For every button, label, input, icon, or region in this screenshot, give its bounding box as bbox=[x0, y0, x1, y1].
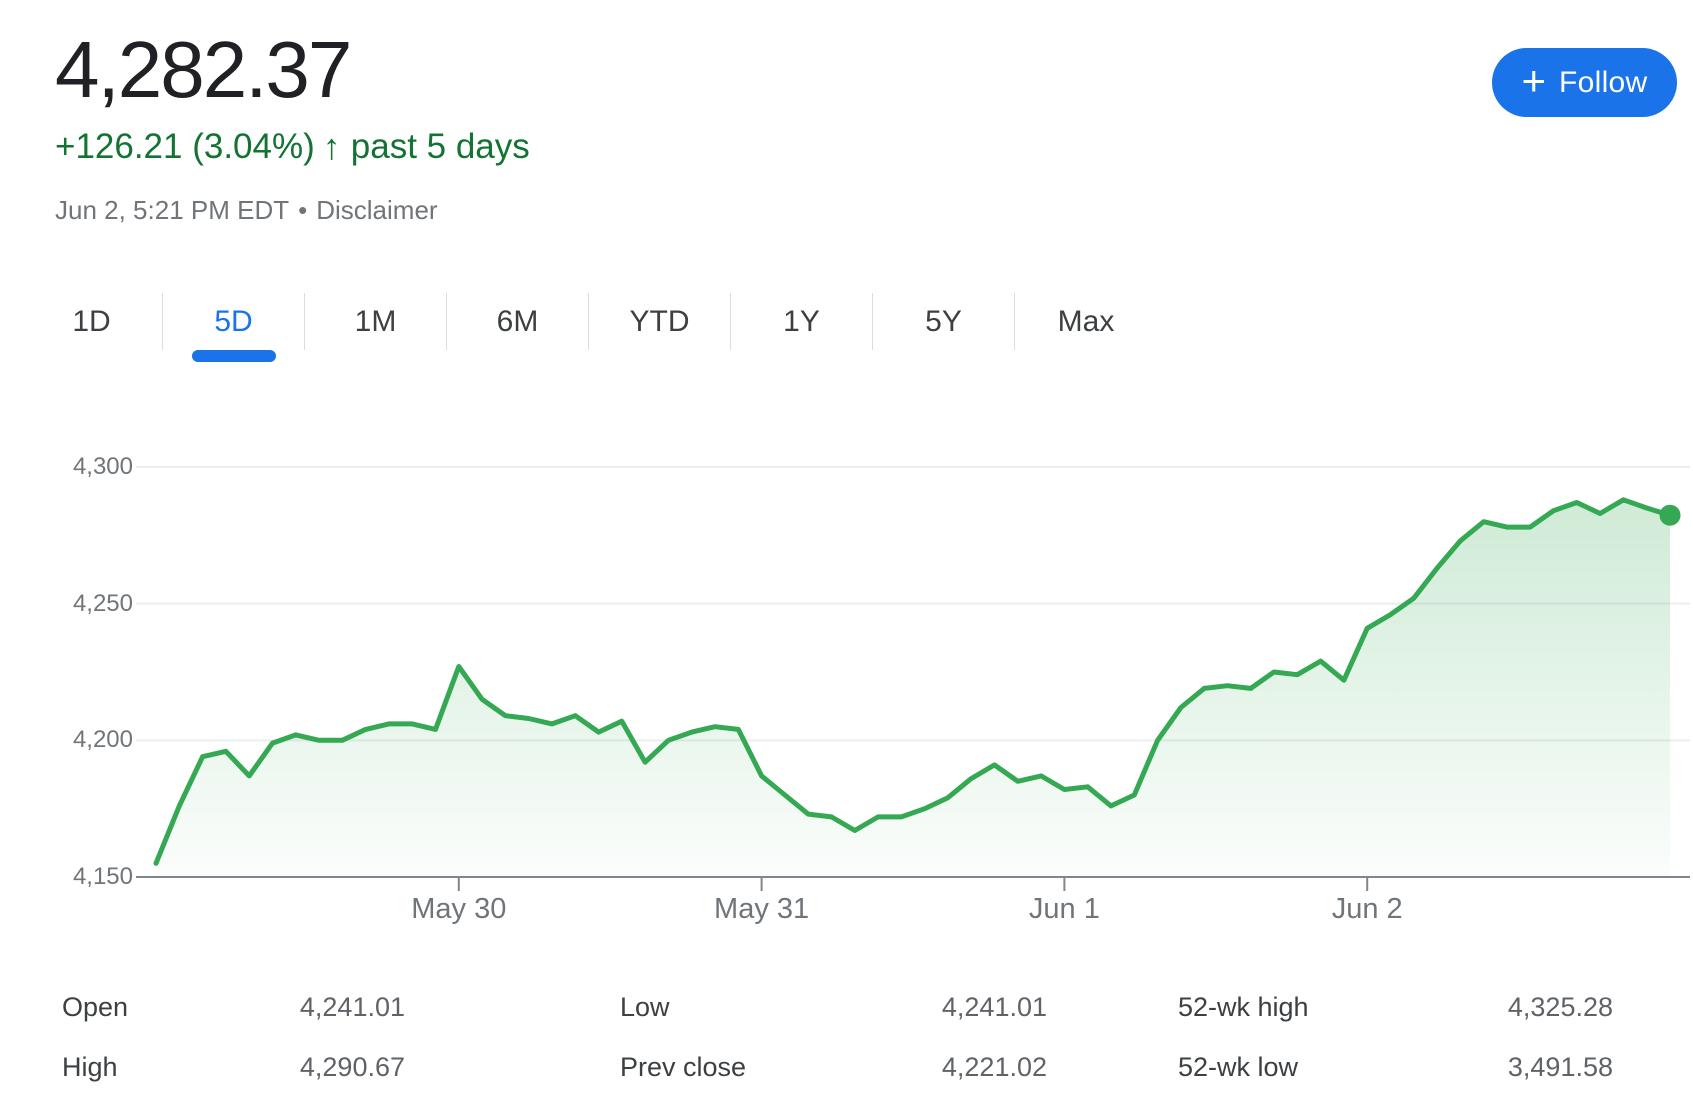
area-fill bbox=[156, 499, 1670, 877]
x-axis-label: May 31 bbox=[714, 893, 810, 925]
tab-5y[interactable]: 5Y bbox=[873, 293, 1015, 350]
follow-button-label: Follow bbox=[1559, 65, 1648, 99]
stat-label-open: Open bbox=[62, 992, 129, 1022]
timestamp: Jun 2, 5:21 PM EDT bbox=[55, 195, 290, 225]
plus-icon: + bbox=[1521, 56, 1547, 104]
x-axis-label: Jun 1 bbox=[1028, 893, 1100, 925]
stat-value-high: 4,290.67 bbox=[299, 1052, 405, 1082]
stats-column: 52-wk high 4,325.28 52-wk low 3,491.58 bbox=[1178, 992, 1613, 1108]
disclaimer-link[interactable]: Disclaimer bbox=[316, 195, 438, 225]
stats-column: Low 4,241.01 Prev close 4,221.02 bbox=[620, 992, 1047, 1108]
tab-6m[interactable]: 6M bbox=[447, 293, 589, 350]
current-price: 4,282.37 bbox=[55, 25, 352, 114]
y-axis-label: 4,300 bbox=[72, 453, 133, 480]
tab-1d[interactable]: 1D bbox=[21, 293, 163, 350]
bullet-separator: • bbox=[298, 195, 308, 225]
tab-5d[interactable]: 5D bbox=[163, 293, 305, 362]
tab-1m[interactable]: 1M bbox=[305, 293, 447, 350]
last-price-dot bbox=[1659, 504, 1681, 526]
stat-label-52wk-low: 52-wk low bbox=[1178, 1052, 1299, 1082]
stat-value-52wk-low: 3,491.58 bbox=[1507, 1052, 1613, 1082]
change-period-label: past 5 days bbox=[350, 127, 530, 166]
stat-row-high: High 4,290.67 bbox=[62, 1052, 405, 1082]
time-range-tabs: 1D 5D 1M 6M YTD 1Y 5Y Max bbox=[21, 293, 1157, 362]
stat-label-low: Low bbox=[620, 992, 670, 1022]
stat-row-52wk-low: 52-wk low 3,491.58 bbox=[1178, 1052, 1613, 1082]
tab-max[interactable]: Max bbox=[1057, 305, 1115, 338]
stat-row-open: Open 4,241.01 bbox=[62, 992, 405, 1022]
stat-label-high: High bbox=[62, 1052, 118, 1082]
stat-label-52wk-high: 52-wk high bbox=[1178, 992, 1309, 1022]
stat-value-52wk-high: 4,325.28 bbox=[1507, 992, 1613, 1022]
selected-tab-underline bbox=[191, 350, 276, 362]
stat-value-low: 4,241.01 bbox=[941, 992, 1047, 1022]
follow-button[interactable]: + Follow bbox=[1492, 48, 1677, 117]
stat-label-prev-close: Prev close bbox=[620, 1052, 747, 1082]
price-line bbox=[153, 497, 1673, 866]
stat-value-open: 4,241.01 bbox=[299, 992, 405, 1022]
stat-row-prev-close: Prev close 4,221.02 bbox=[620, 1052, 1047, 1082]
tab-1y[interactable]: 1Y bbox=[731, 293, 873, 350]
tab-ytd[interactable]: YTD bbox=[589, 293, 731, 350]
y-axis-label: 4,250 bbox=[72, 589, 133, 617]
stat-value-prev-close: 4,221.02 bbox=[941, 1052, 1047, 1082]
price-change: +126.21 (3.04%) bbox=[55, 127, 315, 166]
arrow-up-icon: ↑ bbox=[322, 126, 341, 167]
stat-row-low: Low 4,241.01 bbox=[620, 992, 1047, 1022]
stats-column: Open 4,241.01 High 4,290.67 bbox=[62, 992, 405, 1108]
y-axis-label: 4,150 bbox=[72, 863, 133, 890]
stat-row-52wk-high: 52-wk high 4,325.28 bbox=[1178, 992, 1613, 1022]
quote-meta: Jun 2, 5:21 PM EDT • Disclaimer bbox=[55, 195, 438, 226]
x-axis-label: Jun 2 bbox=[1331, 893, 1403, 925]
x-axis-label: May 30 bbox=[411, 893, 507, 925]
y-axis-label: 4,200 bbox=[72, 726, 133, 754]
price-change-row: +126.21 (3.04%) ↑ past 5 days bbox=[55, 126, 530, 168]
